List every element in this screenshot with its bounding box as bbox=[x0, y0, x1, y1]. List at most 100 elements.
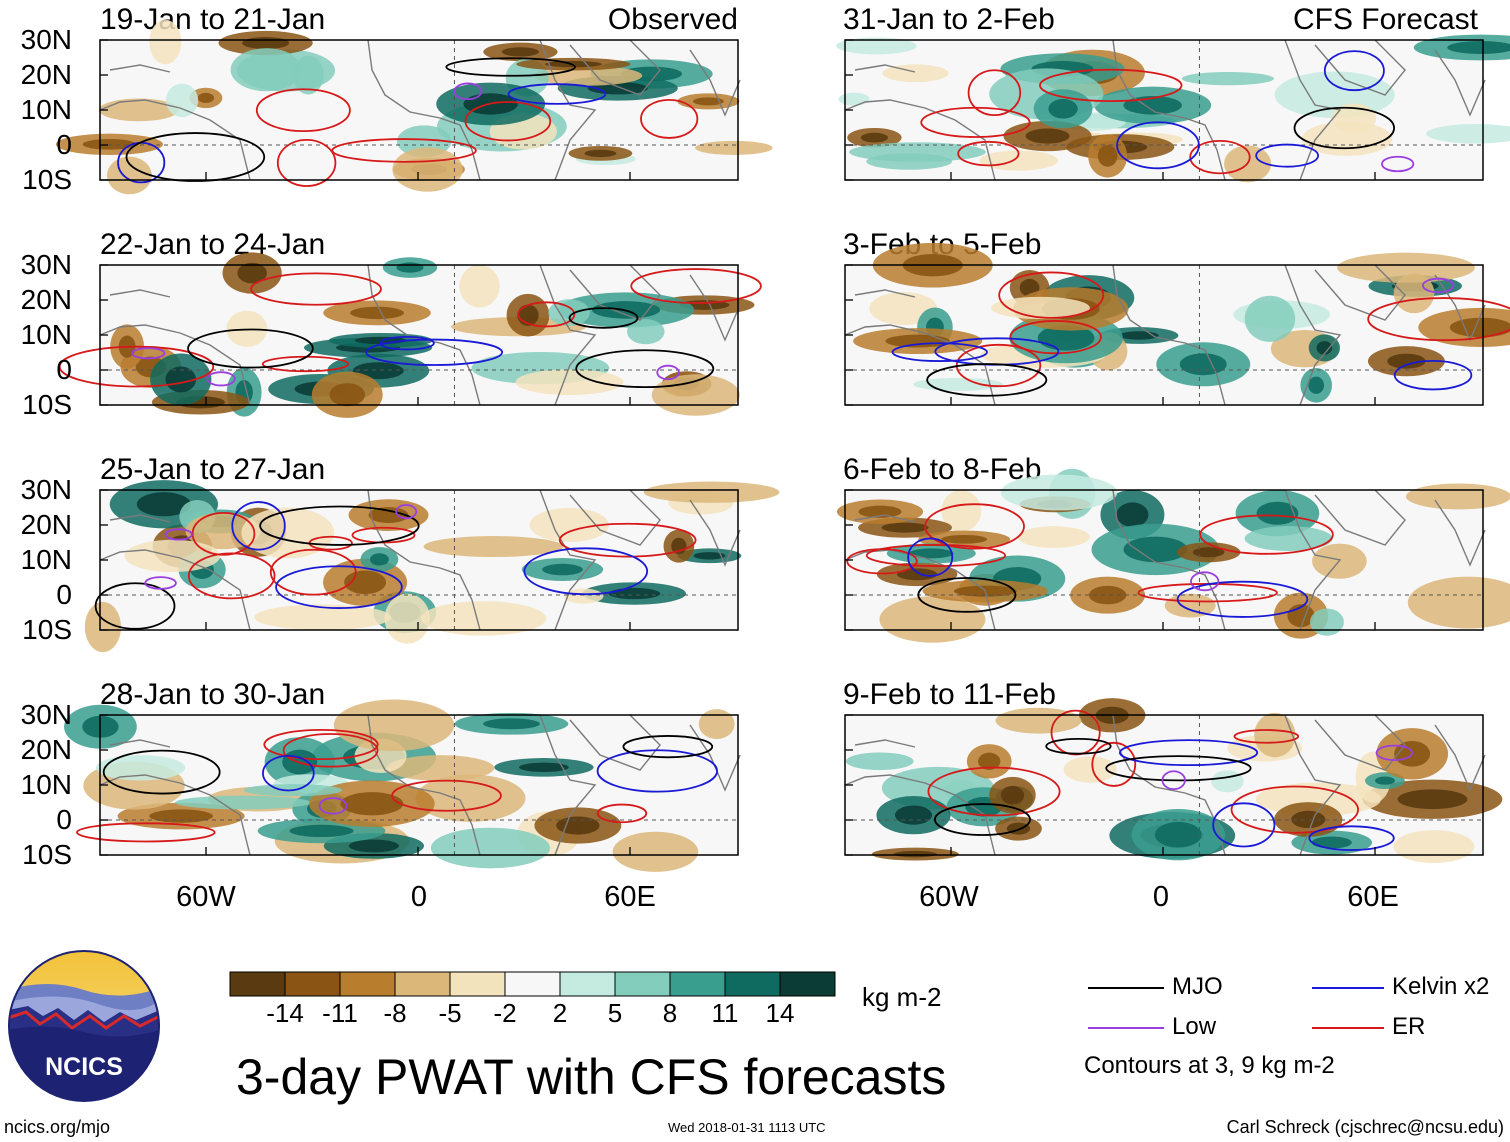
pwat-anomaly-core bbox=[1316, 341, 1333, 355]
lat-label: 0 bbox=[56, 579, 72, 610]
pwat-anomaly bbox=[563, 588, 604, 604]
pwat-anomaly bbox=[1017, 526, 1090, 548]
mjo-contour bbox=[125, 132, 266, 182]
pwat-anomaly-core bbox=[894, 805, 933, 825]
pwat-anomaly bbox=[1407, 576, 1510, 629]
er-contour bbox=[927, 766, 1061, 817]
pwat-anomaly-core bbox=[860, 132, 889, 143]
low-contour bbox=[1381, 155, 1415, 173]
colorbar-tick-label: -5 bbox=[438, 998, 462, 1028]
pwat-anomaly-core bbox=[483, 718, 540, 730]
pwat-anomaly-core bbox=[893, 850, 938, 858]
map-panels bbox=[55, 19, 1510, 872]
kelvin-contour bbox=[275, 565, 403, 609]
coastline bbox=[569, 264, 661, 321]
mjo-contour bbox=[917, 577, 1017, 613]
pwat-anomaly bbox=[838, 92, 870, 106]
colorbar-swatch bbox=[614, 971, 671, 997]
colorbar-tick-label: -11 bbox=[322, 998, 358, 1028]
pwat-anomaly-core bbox=[519, 762, 569, 772]
low-contour bbox=[1190, 571, 1220, 592]
logo-graphic: NCICS bbox=[8, 950, 160, 1102]
er-contour bbox=[957, 140, 1020, 167]
kelvin-contour bbox=[596, 749, 718, 793]
coastline bbox=[689, 274, 741, 342]
panel-forecast-1: 31-Jan to 2-Feb CFS Forecast bbox=[750, 0, 1510, 200]
coastline bbox=[854, 289, 916, 298]
coastline bbox=[539, 489, 597, 631]
low-contour bbox=[144, 576, 177, 590]
er-contour bbox=[596, 803, 648, 824]
coastline bbox=[569, 39, 661, 96]
pwat-anomaly bbox=[333, 699, 455, 752]
coastline bbox=[1284, 39, 1342, 181]
lat-label: 0 bbox=[56, 804, 72, 835]
coastline bbox=[1112, 489, 1226, 631]
low-contour bbox=[1375, 744, 1413, 762]
pwat-anomaly bbox=[548, 299, 590, 327]
pwat-anomaly-core bbox=[1097, 145, 1118, 167]
pwat-anomaly-core bbox=[501, 47, 540, 57]
colorbar-swatch bbox=[724, 971, 781, 997]
pwat-anomaly-core bbox=[885, 334, 950, 348]
pwat-anomaly bbox=[430, 827, 551, 869]
kelvin-contour bbox=[1308, 825, 1395, 851]
pwat-anomaly-core bbox=[608, 587, 661, 600]
kelvin-contour bbox=[1393, 359, 1473, 391]
er-contour bbox=[630, 268, 762, 304]
panel-title: 6-Feb to 8-Feb bbox=[843, 453, 1042, 486]
lon-label-60e-right: 60E bbox=[1347, 881, 1399, 913]
pwat-anomaly-core bbox=[896, 568, 938, 581]
pwat-anomaly bbox=[1000, 474, 1118, 511]
colorbar-swatch bbox=[559, 971, 616, 997]
footer-timestamp: Wed 2018-01-31 1113 UTC bbox=[668, 1120, 826, 1135]
kelvin-contour bbox=[507, 83, 607, 105]
pwat-anomaly-core bbox=[1154, 821, 1202, 848]
er-contour bbox=[1230, 785, 1360, 834]
pwat-anomaly-core bbox=[1192, 547, 1225, 558]
er-contour bbox=[187, 552, 276, 600]
lon-label-60w-left: 60W bbox=[176, 881, 236, 913]
pwat-anomaly bbox=[420, 601, 547, 636]
pwat-anomaly bbox=[845, 752, 914, 771]
colorbar-tick-label: 2 bbox=[552, 998, 568, 1028]
pwat-anomaly-core bbox=[136, 492, 191, 517]
kelvin-contour bbox=[1212, 802, 1276, 848]
coastline bbox=[1314, 39, 1406, 96]
mjo-contour bbox=[94, 582, 176, 630]
low-contour bbox=[1161, 770, 1186, 791]
er-contour bbox=[269, 548, 357, 596]
map-panel bbox=[64, 699, 741, 872]
pwat-anomaly bbox=[533, 65, 643, 86]
coastline bbox=[99, 774, 251, 856]
pwat-anomaly-core bbox=[350, 306, 404, 320]
pwat-anomaly-core bbox=[1000, 786, 1025, 805]
coastline bbox=[1284, 264, 1342, 406]
low-contour bbox=[206, 371, 236, 387]
colorbar-tick-label: 5 bbox=[607, 998, 623, 1028]
pwat-anomaly-core bbox=[1449, 317, 1510, 338]
low-contour bbox=[1422, 277, 1455, 294]
coastline bbox=[844, 99, 996, 181]
kelvin-contour bbox=[378, 335, 435, 351]
legend-line-kelvin bbox=[1312, 987, 1384, 989]
lon-label-60w-right: 60W bbox=[919, 881, 979, 913]
pwat-anomaly-core bbox=[1397, 789, 1468, 810]
pwat-anomaly-core bbox=[1179, 353, 1227, 376]
lat-label: 10S bbox=[22, 614, 72, 645]
coastline bbox=[109, 514, 171, 523]
colorbar-swatch bbox=[394, 971, 451, 997]
mjo-contour bbox=[187, 328, 314, 369]
lat-label: 0 bbox=[56, 354, 72, 385]
pwat-anomaly bbox=[849, 142, 986, 162]
pwat-anomaly bbox=[1426, 123, 1510, 144]
er-contour bbox=[58, 345, 215, 388]
pwat-anomaly-core bbox=[368, 507, 409, 524]
pwat-anomaly-core bbox=[329, 383, 366, 407]
pwat-anomaly-core bbox=[1116, 502, 1149, 527]
lon-label-0-left: 0 bbox=[410, 881, 428, 913]
pwat-anomaly bbox=[1244, 295, 1296, 342]
coastline bbox=[99, 549, 251, 631]
panel-title: 31-Jan to 2-Feb bbox=[843, 3, 1055, 36]
pwat-anomaly-core bbox=[941, 534, 988, 544]
